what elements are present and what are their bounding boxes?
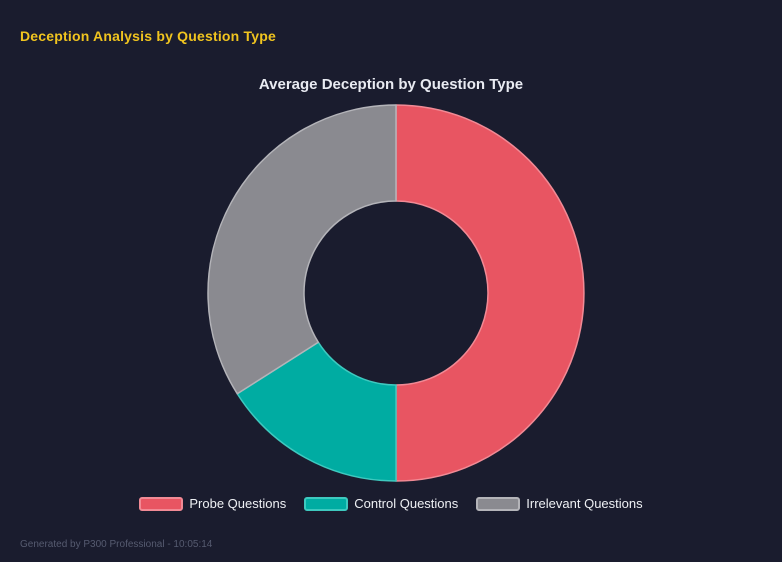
legend-item-probe-questions: Probe Questions (139, 496, 286, 511)
footer-note: Generated by P300 Professional - 10:05:1… (20, 539, 213, 550)
donut-segment-probe-questions (395, 104, 585, 482)
chart-title: Average Deception by Question Type (258, 76, 524, 93)
legend-swatch (476, 496, 521, 511)
legend-swatch (139, 496, 184, 511)
legend-label: Control Questions (354, 496, 459, 511)
legend-label: Irrelevant Questions (526, 496, 643, 511)
page-title: Deception Analysis by Question Type (20, 28, 276, 44)
legend-label: Probe Questions (189, 496, 287, 511)
donut-chart (207, 104, 585, 482)
legend-swatch (304, 496, 349, 511)
legend-item-control-questions: Control Questions (304, 496, 458, 511)
chart-legend: Probe Questions Control Questions Irreleva… (0, 496, 782, 511)
legend-item-irrelevant-questions: Irrelevant Questions (476, 496, 643, 511)
donut-segment-control-questions (236, 341, 397, 482)
donut-segment-irrelevant-questions (207, 104, 397, 395)
